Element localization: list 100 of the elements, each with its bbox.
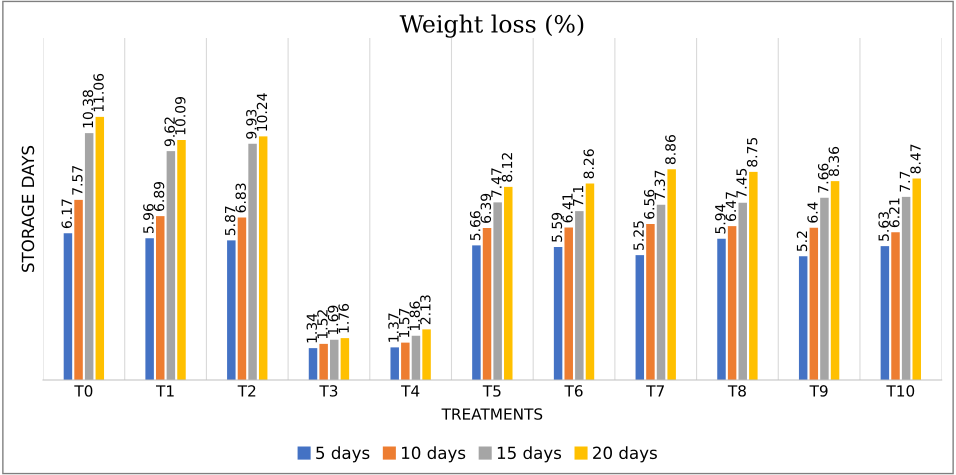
bar <box>422 329 431 380</box>
bar <box>308 348 318 380</box>
bar <box>749 172 758 380</box>
bar <box>493 202 502 380</box>
x-axis-title: TREATMENTS <box>442 408 542 420</box>
bar <box>340 338 350 380</box>
data-label: 10.09 <box>175 97 186 134</box>
data-label: 7.7 <box>900 172 910 192</box>
bar <box>830 181 840 380</box>
bar <box>401 342 410 380</box>
legend-label: 5 days <box>316 446 370 462</box>
legend-label: 20 days <box>593 446 657 462</box>
bar <box>798 256 808 380</box>
data-label: 10.24 <box>256 93 268 131</box>
data-label: 5.66 <box>470 211 480 240</box>
y-axis-title: STORAGE DAYS <box>22 146 34 272</box>
bar <box>912 178 921 380</box>
x-tick-label: T0 <box>74 385 92 397</box>
data-label: 6.89 <box>154 182 164 211</box>
bar <box>96 116 104 380</box>
x-tick-label: T8 <box>728 385 746 397</box>
x-tick-label: T2 <box>238 385 256 396</box>
data-label: 1.69 <box>328 306 338 334</box>
data-label: 1.52 <box>317 310 328 338</box>
data-label: 5.2 <box>796 231 808 252</box>
data-label: 1.37 <box>388 314 399 342</box>
bar <box>575 211 584 380</box>
data-label: 7.57 <box>72 166 83 195</box>
bar <box>156 216 164 380</box>
data-label: 8.75 <box>746 138 758 167</box>
data-label: 9.62 <box>164 117 175 146</box>
data-label: 11.06 <box>93 74 104 112</box>
data-label: 5.25 <box>633 221 644 250</box>
bar <box>504 186 513 380</box>
bar <box>472 245 481 380</box>
data-label: 6.56 <box>644 190 654 219</box>
x-tick-label: T9 <box>810 385 828 397</box>
data-label: 6.17 <box>61 199 72 228</box>
bar <box>656 204 666 380</box>
bar <box>74 200 83 380</box>
data-label: 1.86 <box>409 302 420 330</box>
x-tick-label: T7 <box>646 385 664 396</box>
data-label: 5.59 <box>552 212 562 242</box>
bar <box>258 136 268 380</box>
data-label: 2.13 <box>420 295 431 324</box>
data-label: 9.93 <box>246 110 257 139</box>
bar <box>248 144 257 380</box>
x-tick-label: T10 <box>886 385 914 397</box>
data-label: 8.26 <box>583 149 594 178</box>
x-tick-label: T3 <box>319 385 338 397</box>
data-label: 7.47 <box>491 168 502 198</box>
bar <box>390 347 399 380</box>
data-label: 8.36 <box>828 146 840 176</box>
data-label: 6.83 <box>235 184 246 212</box>
x-tick-label: T5 <box>482 385 501 397</box>
bar <box>738 202 747 380</box>
bar <box>880 246 890 380</box>
data-label: 6.4 <box>807 202 818 223</box>
data-label: 6.47 <box>726 192 736 221</box>
data-label: 8.12 <box>502 153 512 182</box>
bar <box>728 226 736 380</box>
data-label: 7.66 <box>818 164 828 192</box>
bar <box>64 233 72 380</box>
bar <box>646 224 655 380</box>
bar <box>177 140 186 380</box>
data-label: 7.37 <box>654 170 666 200</box>
data-label: 10.38 <box>82 90 94 128</box>
bar <box>820 198 829 380</box>
bar <box>145 238 154 380</box>
bar <box>554 247 562 380</box>
x-tick-label: T4 <box>401 385 420 396</box>
data-label: 8.86 <box>665 135 676 164</box>
data-label: 7.1 <box>573 186 584 206</box>
data-label: 5.94 <box>715 204 726 234</box>
data-label: 5.96 <box>143 204 154 233</box>
bar <box>667 169 676 380</box>
bar <box>412 336 420 380</box>
bar <box>891 232 900 380</box>
bar <box>564 228 573 380</box>
bar <box>84 133 94 380</box>
bar <box>810 228 818 380</box>
data-label: 5.63 <box>878 212 889 241</box>
bar <box>586 184 594 380</box>
data-label: 1.76 <box>338 304 349 332</box>
x-tick-label: T6 <box>564 385 583 397</box>
bar <box>717 238 726 380</box>
bar <box>636 255 644 380</box>
legend-label: 15 days <box>498 446 562 462</box>
data-label: 6.41 <box>562 194 573 222</box>
data-label: 5.87 <box>224 206 236 236</box>
chart-title: Weight loss (%) <box>400 14 584 38</box>
data-label: 6.39 <box>480 194 492 223</box>
bar <box>238 218 246 380</box>
data-label: 1.57 <box>399 308 410 337</box>
data-label: 6.21 <box>889 198 900 228</box>
bar <box>482 228 492 380</box>
bar <box>330 340 339 380</box>
bar <box>227 240 236 380</box>
bar <box>319 344 328 380</box>
x-tick-label: T1 <box>156 385 174 396</box>
